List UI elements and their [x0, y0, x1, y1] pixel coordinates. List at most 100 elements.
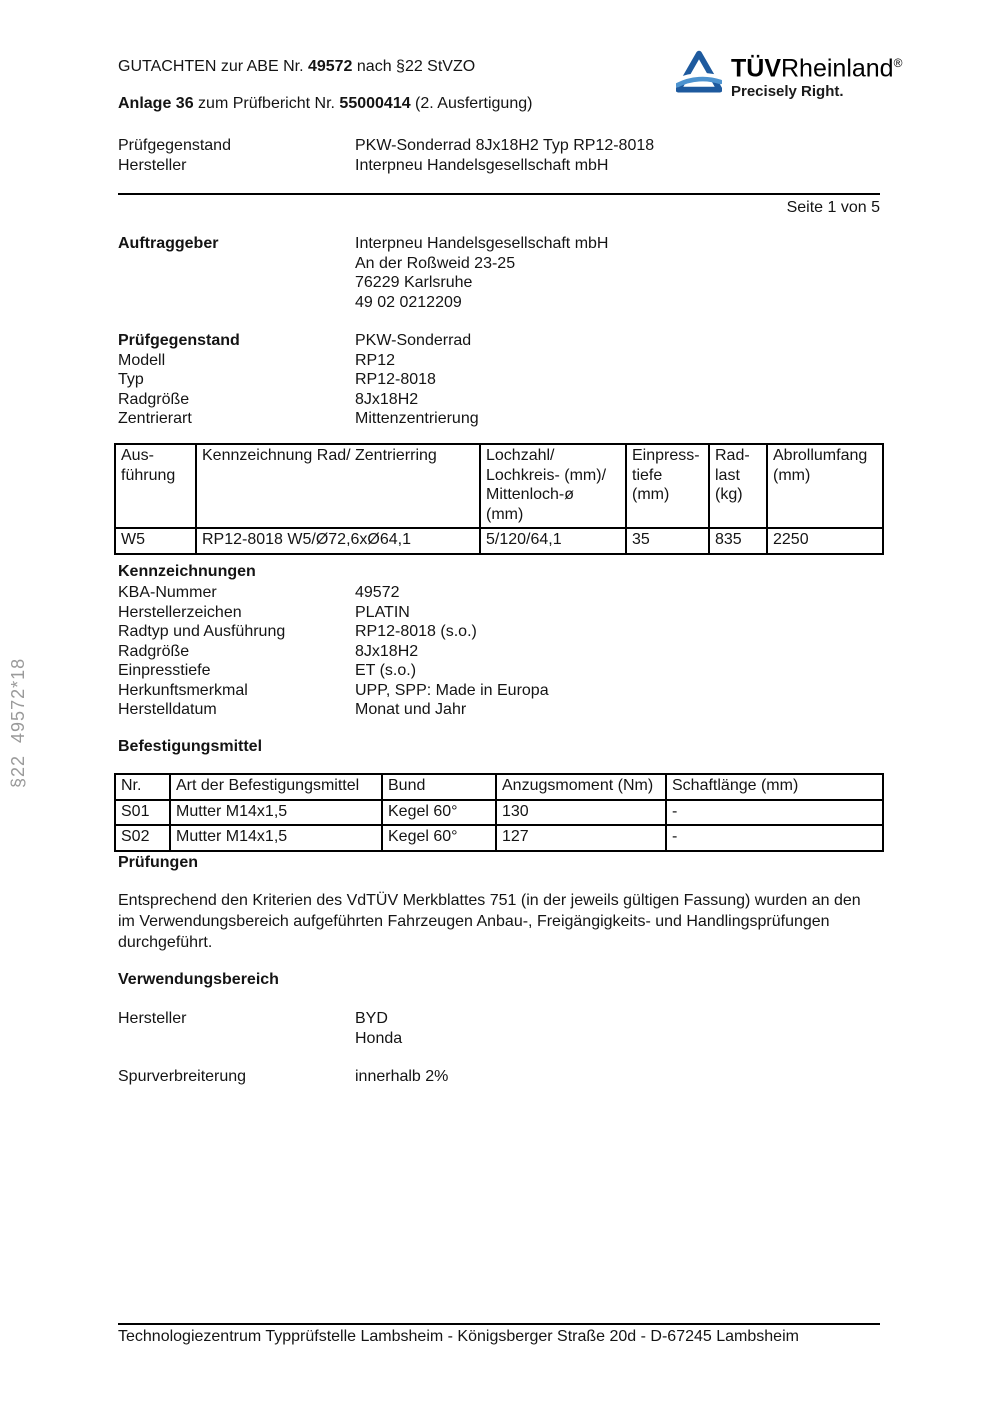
manufacturer-item: Honda: [355, 1029, 403, 1047]
kv-value: Mittenzentrierung: [355, 410, 479, 427]
section-label: Auftraggeber: [118, 235, 219, 252]
table-cell: 2250: [766, 527, 884, 555]
page-indicator: Seite 1 von 5: [786, 199, 880, 216]
kv-label: Typ: [118, 371, 144, 388]
table-cell: W5: [114, 527, 197, 555]
kv-label: Herstellerzeichen: [118, 603, 242, 621]
kv-row: Zentrierart Mittenzentrierung: [118, 409, 880, 429]
kv-row: Radtyp und Ausführung RP12-8018 (s.o.): [118, 622, 880, 642]
kv-label: Modell: [118, 351, 166, 369]
footer-address: Technologiezentrum Typprüfstelle Lambshe…: [118, 1328, 799, 1345]
table-header-cell: Lochzahl/ Lochkreis- (mm)/ Mittenloch-ø …: [479, 443, 627, 529]
kv-row: Prüfgegenstand PKW-Sonderrad: [118, 331, 880, 351]
kv-row: Spurverbreiterung innerhalb 2%: [118, 1067, 880, 1087]
kv-value: innerhalb 2%: [355, 1068, 449, 1085]
kv-value: PLATIN: [355, 603, 410, 621]
kv-row: Herstellerzeichen PLATIN: [118, 603, 880, 623]
logo-name-bold: TÜV: [731, 54, 781, 83]
kv-value: Monat und Jahr: [355, 701, 467, 718]
pruefgegenstand-section: Prüfgegenstand PKW-Sonderrad Modell RP12…: [118, 331, 880, 429]
kennzeichnungen-rows: KBA-Nummer 49572 Herstellerzeichen PLATIN …: [118, 583, 880, 720]
wheel-spec-table: Aus- führung Kennzeichnung Rad/ Zentrier…: [114, 443, 884, 555]
table-header-cell: Nr.: [114, 773, 171, 801]
kv-value: Interpneu Handelsgesellschaft mbH: [355, 156, 609, 174]
document-title: GUTACHTEN zur ABE Nr. 49572 nach §22 StV…: [118, 57, 475, 77]
side-watermark-text: §22 49572*18: [8, 657, 28, 788]
kv-value: RP12-8018: [355, 371, 436, 388]
manufacturer-item: BYD: [355, 1010, 388, 1027]
logo-name-rest: Rheinland: [781, 54, 894, 83]
annex-label: Anlage 36: [118, 95, 194, 112]
table-header-row: Nr. Art der Befestigungsmittel Bund Anzu…: [114, 773, 884, 801]
kv-value: 8Jx18H2: [355, 642, 419, 660]
kv-value: RP12: [355, 351, 396, 369]
kv-value: PKW-Sonderrad 8Jx18H2 Typ RP12-8018: [355, 137, 655, 154]
intro-rows: Prüfgegenstand PKW-Sonderrad 8Jx18H2 Typ…: [118, 136, 880, 175]
kv-value: 49572: [355, 584, 400, 601]
table-header-cell: Rad- last (kg): [708, 443, 768, 529]
table-cell: -: [665, 798, 884, 826]
kv-label: KBA-Nummer: [118, 584, 217, 601]
kv-label: Einpresstiefe: [118, 662, 211, 679]
table-header-cell: Aus- führung: [114, 443, 197, 529]
kv-row: Radgröße 8Jx18H2: [118, 390, 880, 410]
verwendungsbereich-spur: Spurverbreiterung innerhalb 2%: [118, 1067, 880, 1087]
kv-row: KBA-Nummer 49572: [118, 583, 880, 603]
kv-label: Radgröße: [118, 642, 190, 660]
table-cell: 5/120/64,1: [479, 527, 627, 555]
table-row: W5 RP12-8018 W5/Ø72,6xØ64,1 5/120/64,1 3…: [114, 527, 884, 555]
table-cell: 127: [495, 824, 667, 852]
table-cell: Kegel 60°: [381, 824, 497, 852]
logo-tagline: Precisely Right.: [731, 83, 844, 101]
pruefungen-heading: Prüfungen: [118, 854, 198, 871]
kv-label: Herkunftsmerkmal: [118, 681, 248, 699]
table-header-cell: Abrollumfang (mm): [766, 443, 884, 529]
table-header-row: Aus- führung Kennzeichnung Rad/ Zentrier…: [114, 443, 884, 529]
annex-line: Anlage 36 zum Prüfbericht Nr. 55000414 (…: [118, 94, 532, 114]
table-cell: RP12-8018 W5/Ø72,6xØ64,1: [195, 527, 481, 555]
table-cell: Mutter M14x1,5: [169, 798, 383, 826]
kv-row: Hersteller Interpneu Handelsgesellschaft…: [118, 156, 880, 176]
auftraggeber-section: Auftraggeber Interpneu Handelsgesellscha…: [118, 234, 880, 312]
kv-row: Auftraggeber Interpneu Handelsgesellscha…: [118, 234, 880, 312]
tuv-rheinland-logo: TÜVRheinland® Precisely Right.: [674, 50, 902, 101]
table-header-cell: Bund: [381, 773, 497, 801]
annex-text: zum Prüfbericht Nr.: [193, 95, 340, 112]
verwendungsbereich-heading: Verwendungsbereich: [118, 971, 279, 988]
pruefungen-paragraph: Entsprechend den Kriterien des VdTÜV Mer…: [118, 892, 861, 951]
table-header-cell: Art der Befestigungsmittel: [169, 773, 383, 801]
table-cell: 130: [495, 798, 667, 826]
kv-label: Spurverbreiterung: [118, 1068, 247, 1085]
table-cell: Mutter M14x1,5: [169, 824, 383, 852]
address-line: An der Roßweid 23-25: [355, 254, 516, 272]
kv-row: Herstelldatum Monat und Jahr: [118, 700, 880, 720]
table-cell: S02: [114, 824, 171, 852]
table-cell: 35: [625, 527, 710, 555]
verwendungsbereich-hersteller: Hersteller BYD Honda: [118, 1009, 880, 1048]
logo-text: TÜVRheinland® Precisely Right.: [731, 50, 902, 101]
table-cell: -: [665, 824, 884, 852]
table-cell: Kegel 60°: [381, 798, 497, 826]
registered-mark: ®: [893, 56, 903, 70]
table-header-cell: Kennzeichnung Rad/ Zentrierring: [195, 443, 481, 529]
divider-line: [118, 193, 880, 195]
kv-label: Radtyp und Ausführung: [118, 623, 286, 640]
title-prefix: GUTACHTEN zur ABE Nr.: [118, 58, 308, 75]
tuv-triangle-icon: [674, 50, 724, 99]
footer-divider-line: [118, 1323, 880, 1325]
annex-suffix: (2. Ausfertigung): [410, 95, 533, 112]
kv-row: Typ RP12-8018: [118, 370, 880, 390]
kennzeichnungen-heading: Kennzeichnungen: [118, 563, 256, 580]
table-cell: 835: [708, 527, 768, 555]
table-row: S02 Mutter M14x1,5 Kegel 60° 127 -: [114, 824, 884, 852]
kv-label: Hersteller: [118, 156, 187, 174]
kv-label: Herstelldatum: [118, 701, 217, 718]
title-suffix: nach §22 StVZO: [352, 58, 476, 75]
logo-name: TÜVRheinland®: [731, 50, 902, 82]
kv-row: Hersteller BYD Honda: [118, 1009, 880, 1048]
kv-label: Prüfgegenstand: [118, 137, 231, 154]
address-line: Interpneu Handelsgesellschaft mbH: [355, 235, 609, 252]
report-number: 55000414: [339, 95, 411, 112]
kv-row: Radgröße 8Jx18H2: [118, 642, 880, 662]
